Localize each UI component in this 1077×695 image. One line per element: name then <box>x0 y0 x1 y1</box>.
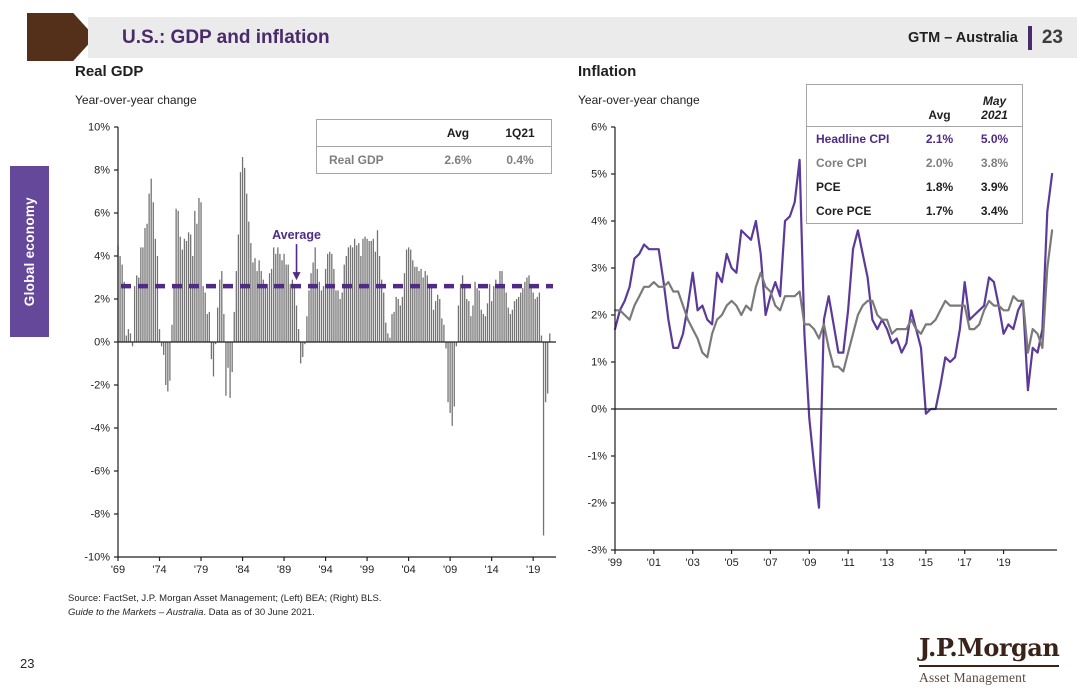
svg-text:3%: 3% <box>591 263 607 275</box>
jpmorgan-logo-name: J.P.Morgan <box>919 633 1060 667</box>
row-latest: 3.8% <box>980 156 1009 170</box>
svg-text:5%: 5% <box>591 169 607 181</box>
svg-text:'09: '09 <box>443 564 457 576</box>
inflation-stats-header-avg: Avg <box>928 108 951 122</box>
svg-text:-1%: -1% <box>587 451 607 463</box>
svg-text:'17: '17 <box>958 557 972 569</box>
svg-text:1%: 1% <box>591 357 607 369</box>
inflation-stats-table: Avg May 2021 Headline CPI 2.1% 5.0% Core… <box>806 84 1023 224</box>
inflation-row-core-pce: Core PCE 1.7% 3.4% <box>807 199 1022 223</box>
row-latest: 3.9% <box>980 180 1009 194</box>
svg-text:'09: '09 <box>802 557 816 569</box>
sidebar-tab-global-economy[interactable]: Global economy <box>10 166 49 337</box>
gdp-stats-header-row: Avg 1Q21 <box>317 120 551 147</box>
svg-text:'79: '79 <box>194 564 208 576</box>
svg-text:-2%: -2% <box>587 498 607 510</box>
inflation-chart: 6% 5% 4% 3% 2% 1% 0% -1% -2% -3%'99 '01 '03 '05 '07 '0… <box>587 122 1057 569</box>
inflation-stats-header-may2021: May 2021 <box>981 94 1008 122</box>
row-avg: 1.7% <box>925 204 954 218</box>
row-avg: 2.1% <box>925 132 954 146</box>
svg-text:'14: '14 <box>484 564 498 576</box>
svg-text:'15: '15 <box>919 557 933 569</box>
gdp-row-avg: 2.6% <box>444 153 472 167</box>
svg-text:'89: '89 <box>277 564 291 576</box>
row-label: PCE <box>816 180 841 194</box>
gdp-chart-title: Real GDP <box>75 63 144 80</box>
svg-text:'69: '69 <box>111 564 125 576</box>
footer-page-number: 23 <box>20 656 35 671</box>
gdp-stats-header-1q21: 1Q21 <box>505 126 535 140</box>
inflation-chart-title: Inflation <box>578 63 637 80</box>
svg-text:-4%: -4% <box>90 423 110 435</box>
jpmorgan-logo: J.P.Morgan Asset Management <box>919 633 1060 686</box>
inflation-chart-subtitle: Year-over-year change <box>578 93 700 107</box>
svg-text:6%: 6% <box>591 122 607 134</box>
source-line-1: Source: FactSet, J.P. Morgan Asset Manag… <box>68 593 382 604</box>
jpmorgan-logo-sub: Asset Management <box>919 670 1027 685</box>
svg-text:'19: '19 <box>526 564 540 576</box>
svg-text:10%: 10% <box>88 122 110 134</box>
svg-text:8%: 8% <box>94 165 110 177</box>
svg-text:'99: '99 <box>360 564 374 576</box>
svg-text:-10%: -10% <box>84 552 110 564</box>
header-band: U.S.: GDP and inflation GTM – Australia … <box>88 17 1077 58</box>
gdp-stats-table: Avg 1Q21 Real GDP 2.6% 0.4% <box>316 119 552 174</box>
svg-text:'94: '94 <box>318 564 332 576</box>
gdp-stats-header-avg: Avg <box>446 126 470 140</box>
header-brand-area: GTM – Australia 23 <box>908 17 1063 58</box>
row-label: Headline CPI <box>816 132 890 146</box>
svg-text:6%: 6% <box>94 208 110 220</box>
svg-text:Average: Average <box>272 228 321 242</box>
svg-text:-6%: -6% <box>90 466 110 478</box>
svg-text:'01: '01 <box>647 557 661 569</box>
svg-text:0%: 0% <box>94 337 110 349</box>
header-page-number: 23 <box>1041 26 1063 48</box>
source-line-2: Guide to the Markets – Australia. Data a… <box>68 607 315 619</box>
inflation-stats-header-row: Avg May 2021 <box>807 85 1022 127</box>
page-title: U.S.: GDP and inflation <box>122 26 330 48</box>
row-avg: 2.0% <box>925 156 954 170</box>
row-avg: 1.8% <box>925 180 954 194</box>
svg-text:'84: '84 <box>235 564 249 576</box>
gdp-chart: 10% 8% 6% 4% 2% 0% -2% -4% -6% -8% -10%'69 '74 '79 '8… <box>84 122 556 576</box>
inflation-row-headline-cpi: Headline CPI 2.1% 5.0% <box>807 127 1022 151</box>
svg-text:-2%: -2% <box>90 380 110 392</box>
svg-text:'11: '11 <box>841 557 855 569</box>
svg-text:-8%: -8% <box>90 509 110 521</box>
svg-text:4%: 4% <box>94 251 110 263</box>
svg-text:2%: 2% <box>591 310 607 322</box>
svg-text:2%: 2% <box>94 294 110 306</box>
header-separator <box>1027 25 1032 50</box>
inflation-row-core-cpi: Core CPI 2.0% 3.8% <box>807 151 1022 175</box>
svg-text:'99: '99 <box>608 557 622 569</box>
gdp-row-label: Real GDP <box>329 153 384 167</box>
svg-text:'04: '04 <box>401 564 415 576</box>
svg-text:4%: 4% <box>591 216 607 228</box>
row-latest: 3.4% <box>980 204 1009 218</box>
source-note: Source: FactSet, J.P. Morgan Asset Manag… <box>68 592 381 621</box>
svg-text:'03: '03 <box>686 557 700 569</box>
gdp-stats-row-real-gdp: Real GDP 2.6% 0.4% <box>317 147 551 173</box>
svg-text:0%: 0% <box>591 404 607 416</box>
svg-text:'74: '74 <box>152 564 166 576</box>
row-label: Core CPI <box>816 156 867 170</box>
inflation-row-pce: PCE 1.8% 3.9% <box>807 175 1022 199</box>
svg-text:'05: '05 <box>724 557 738 569</box>
svg-text:'13: '13 <box>880 557 894 569</box>
svg-text:'07: '07 <box>763 557 777 569</box>
gtm-label: GTM – Australia <box>908 29 1018 46</box>
row-label: Core PCE <box>816 204 872 218</box>
row-latest: 5.0% <box>980 132 1009 146</box>
svg-text:-3%: -3% <box>587 545 607 557</box>
svg-text:'19: '19 <box>996 557 1010 569</box>
gdp-row-1q21: 0.4% <box>506 153 534 167</box>
gdp-chart-subtitle: Year-over-year change <box>75 93 197 107</box>
